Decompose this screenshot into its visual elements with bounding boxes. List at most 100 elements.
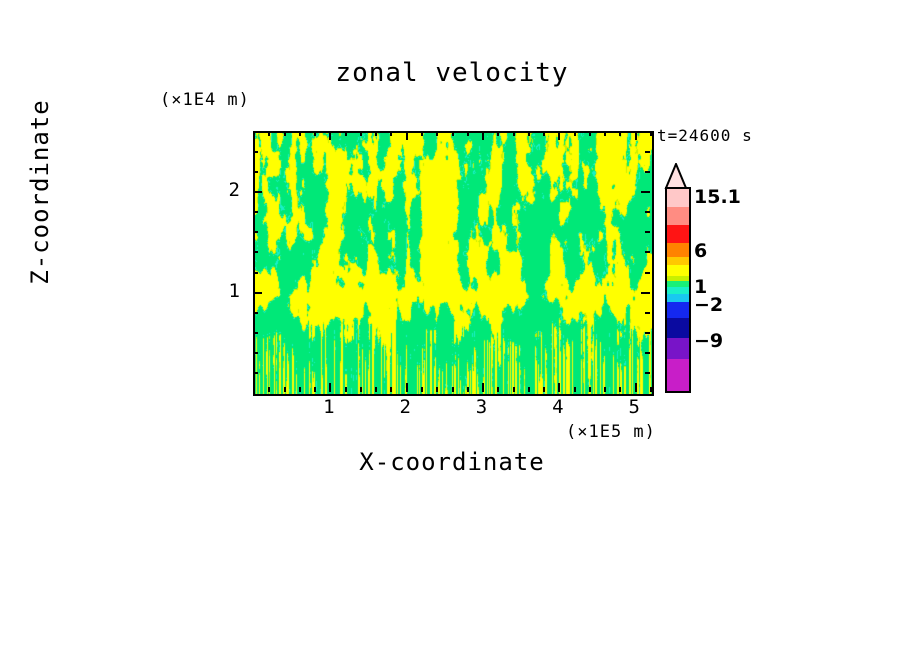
axis-tick	[543, 131, 545, 136]
axis-tick	[641, 292, 650, 294]
axis-tick	[253, 332, 258, 334]
axis-tick	[284, 387, 286, 392]
x-tick-label: 3	[475, 396, 489, 418]
axis-tick	[645, 171, 650, 173]
axis-tick	[619, 387, 621, 392]
axis-tick	[253, 292, 262, 294]
colorbar-band	[667, 257, 689, 265]
axis-tick	[641, 191, 650, 193]
velocity-field-heatmap	[255, 133, 652, 394]
axis-tick	[645, 211, 650, 213]
axis-tick	[253, 191, 262, 193]
axis-tick	[314, 387, 316, 392]
x-tick-label: 4	[552, 396, 565, 418]
colorbar-band	[667, 359, 689, 391]
axis-tick	[253, 211, 258, 213]
colorbar-arrow-icon	[664, 163, 688, 189]
axis-tick	[645, 332, 650, 334]
axis-tick	[253, 131, 258, 133]
colorbar-band	[667, 243, 689, 257]
axis-tick	[645, 372, 650, 374]
axis-tick	[513, 131, 515, 136]
axis-tick	[645, 251, 650, 253]
colorbar-band	[667, 318, 689, 338]
axis-tick	[467, 131, 469, 136]
axis-tick	[528, 387, 530, 392]
colorbar-band	[667, 294, 689, 302]
axis-tick	[421, 131, 423, 136]
axis-tick	[345, 131, 347, 136]
axis-tick	[635, 131, 637, 140]
axis-tick	[406, 131, 408, 140]
y-tick-label: 2	[228, 179, 241, 202]
axis-tick	[645, 352, 650, 354]
x-tick-label: 2	[399, 396, 412, 418]
axis-tick	[253, 372, 258, 374]
axis-tick	[619, 131, 621, 136]
axis-tick	[452, 131, 454, 136]
axis-tick	[390, 387, 392, 392]
axis-tick	[528, 131, 530, 136]
axis-tick	[375, 387, 377, 392]
axis-tick	[543, 387, 545, 392]
colorbar-band	[667, 338, 689, 359]
axis-tick	[253, 272, 258, 274]
axis-tick	[329, 131, 331, 140]
axis-tick	[406, 383, 408, 392]
axis-tick	[268, 387, 270, 392]
axis-tick	[329, 383, 331, 392]
axis-tick	[589, 131, 591, 136]
axis-tick	[650, 131, 652, 136]
x-tick-label: 5	[628, 396, 641, 418]
axis-tick	[604, 387, 606, 392]
colorbar-label-3: −2	[694, 294, 724, 316]
axis-tick	[558, 383, 560, 392]
axis-tick	[421, 387, 423, 392]
axis-tick	[253, 231, 258, 233]
axis-tick	[558, 131, 560, 140]
axis-tick	[645, 312, 650, 314]
y-axis-unit-label: (×1E4 m)	[160, 90, 250, 110]
y-axis-title: Z-coordinate	[26, 99, 54, 285]
axis-tick	[299, 387, 301, 392]
axis-tick	[497, 387, 499, 392]
axis-tick	[436, 131, 438, 136]
axis-tick	[513, 387, 515, 392]
y-tick-label: 1	[228, 279, 241, 302]
colorbar-band	[667, 287, 689, 294]
colorbar-band	[667, 271, 689, 276]
axis-tick	[253, 312, 258, 314]
axis-tick	[360, 131, 362, 136]
colorbar-band	[667, 207, 689, 225]
colorbar-label-4: −9	[694, 330, 724, 352]
axis-tick	[253, 251, 258, 253]
axis-tick	[253, 171, 258, 173]
axis-tick	[482, 131, 484, 140]
axis-tick	[635, 383, 637, 392]
page-title: zonal velocity	[335, 58, 569, 88]
axis-tick	[284, 131, 286, 136]
axis-tick	[299, 131, 301, 136]
axis-tick	[375, 131, 377, 136]
axis-tick	[253, 151, 258, 153]
colorbar-band	[667, 225, 689, 243]
colorbar	[665, 187, 691, 393]
x-axis-title: X-coordinate	[359, 448, 545, 476]
axis-tick	[314, 131, 316, 136]
axis-tick	[467, 387, 469, 392]
contour-plot-area	[253, 131, 654, 396]
axis-tick	[497, 131, 499, 136]
axis-tick	[253, 352, 258, 354]
colorbar-band	[667, 265, 689, 271]
timestamp-label: t=24600 s	[657, 126, 753, 145]
axis-tick	[574, 131, 576, 136]
x-axis-unit-label: (×1E5 m)	[566, 422, 656, 442]
axis-tick	[268, 131, 270, 136]
axis-tick	[436, 387, 438, 392]
axis-tick	[645, 151, 650, 153]
colorbar-band	[667, 189, 689, 207]
axis-tick	[650, 387, 652, 392]
colorbar-label-2: 1	[694, 276, 708, 298]
axis-tick	[589, 387, 591, 392]
colorbar-label-0: 15.1	[694, 186, 741, 208]
